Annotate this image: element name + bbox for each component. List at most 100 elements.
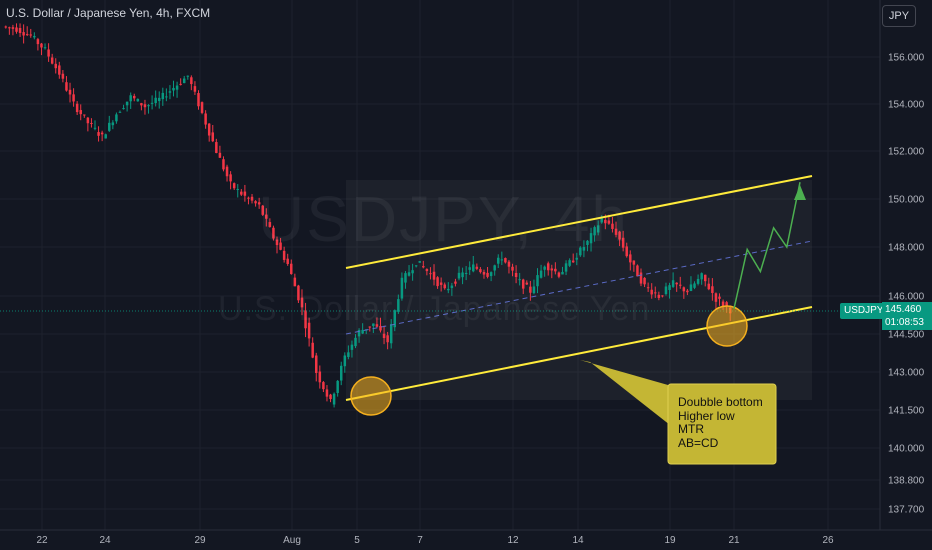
watermark-symbol: USDJPY, 4h <box>258 183 629 255</box>
candle-body <box>40 43 43 48</box>
candle-body <box>297 285 300 301</box>
candle-body <box>386 335 389 343</box>
time-tick-label: 26 <box>822 535 834 546</box>
channel-fill <box>346 180 812 400</box>
candle-body <box>393 310 397 328</box>
candle-body <box>172 87 175 91</box>
candle-body <box>354 337 357 347</box>
candle-body <box>375 324 379 327</box>
candle-body <box>108 122 111 131</box>
candle-body <box>50 57 54 64</box>
candle-body <box>304 310 307 329</box>
candle-body <box>97 132 100 136</box>
candle-body <box>497 257 500 264</box>
time-tick-label: 12 <box>507 535 519 546</box>
price-tick-label: 140.000 <box>888 444 925 455</box>
candle-body <box>215 142 218 153</box>
candle-body <box>250 196 254 201</box>
bar-countdown: 01:08:53 <box>885 317 924 328</box>
candle-body <box>11 27 15 29</box>
candle-body <box>664 286 668 295</box>
candle-body <box>504 258 507 263</box>
price-axis[interactable]: 156.000 154.000 152.000 150.000 148.000 146.0… <box>888 53 925 516</box>
candle-body <box>675 282 678 285</box>
candle-body <box>443 284 446 289</box>
candle-body <box>347 352 350 357</box>
candle-body <box>286 258 289 264</box>
callout-line: MTR <box>678 422 704 436</box>
channel-upper-line[interactable] <box>345 175 813 269</box>
channel-midline[interactable] <box>345 240 813 335</box>
candle-body <box>161 92 165 100</box>
candle-body <box>268 222 272 227</box>
candle-body <box>25 34 29 36</box>
candle-body <box>646 287 650 289</box>
candle-body <box>140 103 143 106</box>
candle-body <box>586 240 589 245</box>
candle-body <box>150 102 154 104</box>
candle-body <box>261 205 264 215</box>
callout-box[interactable] <box>667 383 777 465</box>
time-tick-label: 21 <box>728 535 740 546</box>
candle-body <box>614 228 618 235</box>
candle-body <box>33 35 36 38</box>
candle-body <box>293 277 297 287</box>
candle-body <box>207 123 211 136</box>
candle-body <box>379 325 382 331</box>
higher-low-marker[interactable] <box>706 305 748 347</box>
candle-body <box>425 269 429 272</box>
candle-body <box>75 103 79 113</box>
candle-body <box>457 272 461 279</box>
price-tick-label: 148.000 <box>888 243 925 254</box>
candle-body <box>325 389 329 397</box>
candle-body <box>411 270 414 274</box>
candle-body <box>168 91 172 93</box>
projection-path[interactable] <box>733 182 801 309</box>
candle-body <box>525 282 529 285</box>
candle-body <box>43 47 47 49</box>
candle-body <box>725 302 728 307</box>
candle-body <box>136 98 140 102</box>
candle-body <box>265 214 268 219</box>
candle-body <box>554 268 557 272</box>
candle-body <box>475 266 479 269</box>
candle-body <box>154 97 157 104</box>
candle-body <box>143 104 147 108</box>
candle-body <box>589 233 593 244</box>
symbol-price-tag: USDJPY <box>840 303 888 319</box>
callout-text: Doubble bottom Higher low MTR AB=CD <box>678 395 763 450</box>
candle-body <box>500 259 504 261</box>
candle-body <box>657 294 661 298</box>
time-axis[interactable]: 22 24 29 Aug 5 7 12 14 19 21 26 <box>36 535 834 546</box>
candle-body <box>247 197 250 199</box>
candle-body <box>686 290 689 293</box>
candle-body <box>511 266 514 271</box>
candle-body <box>436 277 439 287</box>
candle-body <box>311 342 314 358</box>
candle-body <box>4 26 8 28</box>
time-tick-label: 29 <box>194 535 206 546</box>
candle-body <box>625 246 628 257</box>
candle-body <box>703 274 707 282</box>
double-bottom-marker[interactable] <box>350 376 392 416</box>
candle-body <box>561 271 564 275</box>
candle-body <box>218 152 222 158</box>
candle-body <box>329 394 332 400</box>
candle-body <box>350 344 354 350</box>
candle-body <box>275 239 279 246</box>
candle-body <box>339 365 343 381</box>
candle-body <box>229 174 232 182</box>
candle-body <box>86 117 90 124</box>
candle-body <box>439 282 443 285</box>
candle-body <box>629 254 632 263</box>
currency-button[interactable]: JPY <box>882 5 916 27</box>
watermark-description: U.S. Dollar / Japanese Yen <box>218 290 651 328</box>
candle-body <box>671 280 675 287</box>
candle-body <box>404 273 407 283</box>
candle-body <box>83 114 86 116</box>
candle-body <box>611 223 614 229</box>
candle-body <box>479 269 482 273</box>
candle-body <box>532 286 536 294</box>
candle-body <box>450 285 454 288</box>
